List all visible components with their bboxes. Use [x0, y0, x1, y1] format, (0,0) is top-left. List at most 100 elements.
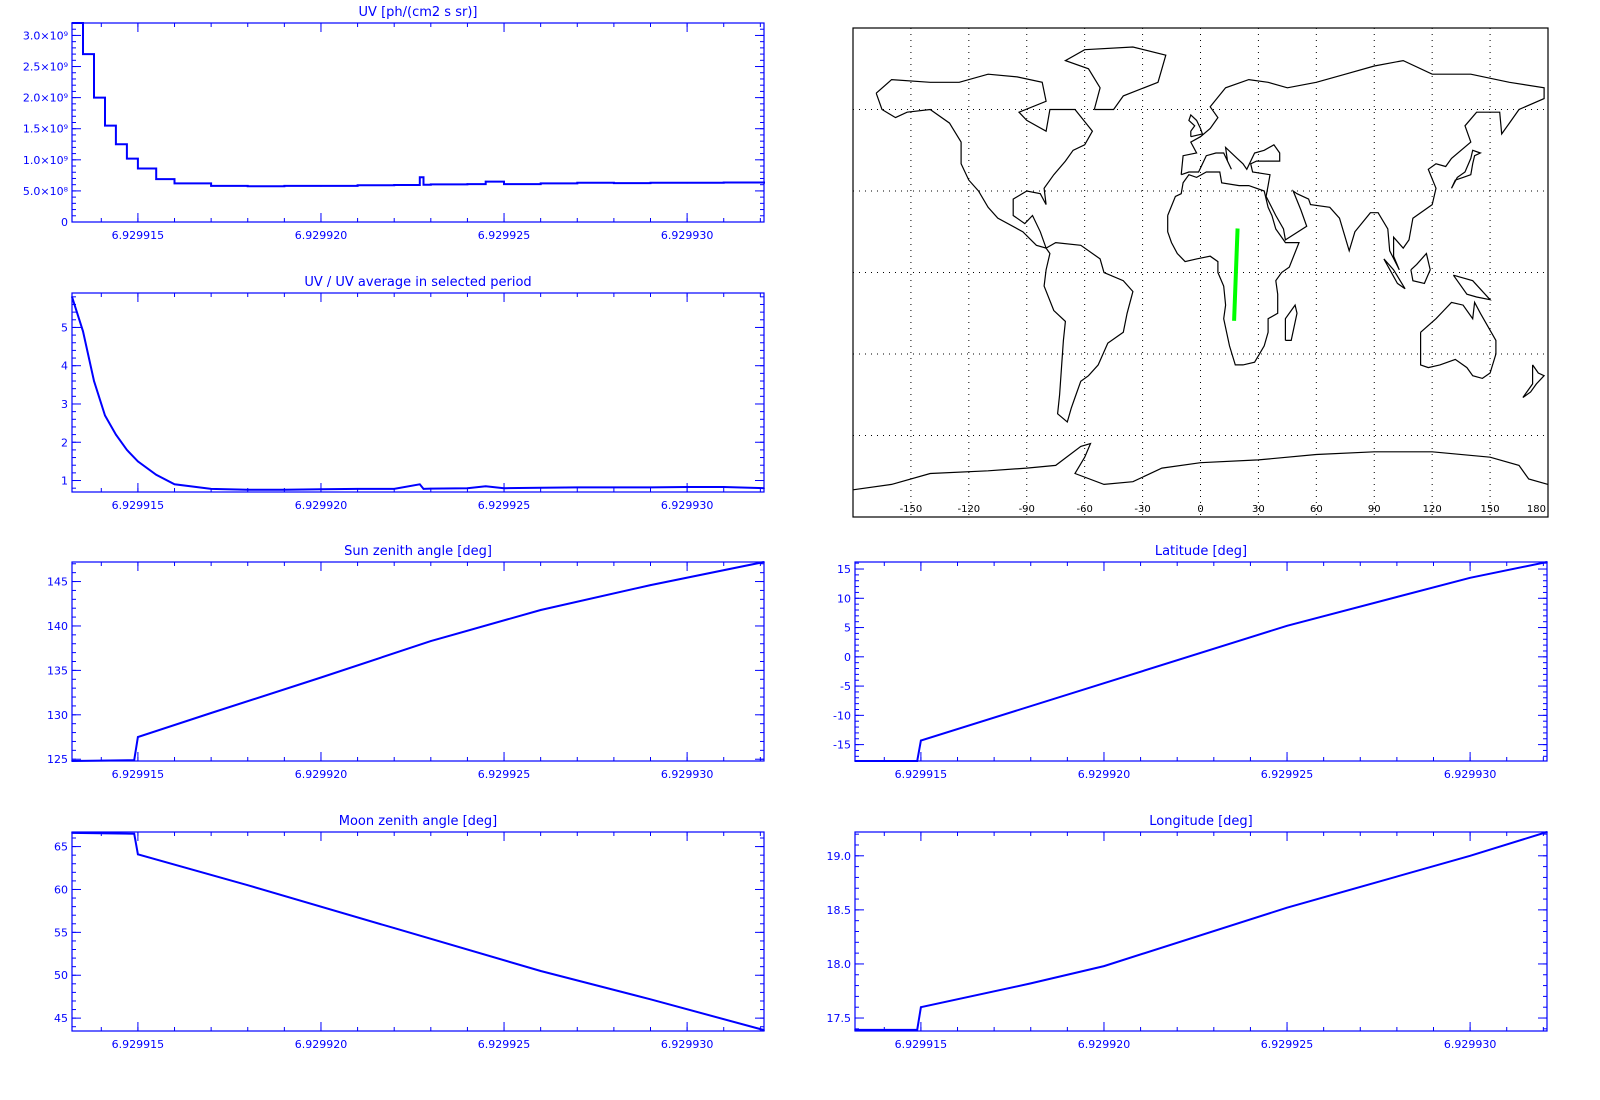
- data-point: [613, 182, 615, 184]
- data-point: [393, 184, 396, 186]
- coastline-borneo: [1410, 252, 1431, 285]
- x-tick-label: 6.929925: [478, 499, 531, 512]
- data-point: [484, 485, 487, 488]
- data-point: [722, 181, 725, 184]
- data-point: [1546, 561, 1548, 563]
- data-point: [1103, 682, 1105, 684]
- x-tick-label: 6.929925: [478, 768, 531, 781]
- data-point: [422, 488, 425, 490]
- data-point: [82, 53, 84, 55]
- y-tick-label: 3.0×10⁹: [23, 29, 68, 42]
- data-point: [1546, 831, 1548, 833]
- data-point: [419, 176, 421, 178]
- coastline-south-america: [1043, 241, 1134, 423]
- coastline-indonesia: [1383, 258, 1406, 290]
- data-point: [173, 182, 176, 185]
- map-lon-label: -90: [1019, 504, 1035, 515]
- uv-chart: UV [ph/(cm2 s sr)] 6.929915 6.929920 6.9299…: [23, 5, 765, 242]
- data-point: [393, 927, 396, 929]
- plot-frame: [71, 292, 765, 493]
- map-lon-label: 150: [1481, 504, 1500, 515]
- data-point: [115, 433, 117, 436]
- data-point: [173, 483, 176, 486]
- y-tick-label: 0: [61, 216, 68, 229]
- coastline-australia: [1419, 300, 1497, 380]
- data-point: [137, 853, 139, 856]
- sun-zenith-chart: Sun zenith angle [deg] 6.929915 6.929920 6.…: [47, 544, 765, 781]
- series-line: [71, 831, 765, 1032]
- plot-frame: [854, 561, 1548, 762]
- x-tick-label: 6.929920: [295, 768, 348, 781]
- data-point: [613, 486, 615, 489]
- y-tick-label: 2.5×10⁹: [23, 61, 68, 74]
- y-tick-label: 50: [54, 969, 68, 982]
- moon-zenith-chart: Moon zenith angle [deg] 6.929915 6.929920 6…: [54, 814, 765, 1051]
- data-point: [854, 1029, 856, 1031]
- data-point: [93, 96, 95, 99]
- data-point: [320, 676, 322, 679]
- data-point: [246, 185, 249, 187]
- y-tick-label: -10: [833, 709, 851, 722]
- data-point: [393, 488, 396, 490]
- x-tick-label: 6.929930: [1444, 768, 1497, 781]
- data-point: [466, 183, 469, 185]
- data-point: [1286, 625, 1288, 627]
- data-point: [104, 124, 106, 127]
- data-point: [916, 1029, 918, 1031]
- data-point: [115, 143, 117, 146]
- map-lon-label: 90: [1368, 504, 1381, 515]
- y-tick-label: 5: [844, 622, 851, 635]
- data-point: [137, 736, 139, 738]
- y-tick-label: 2: [61, 436, 68, 449]
- data-point: [1103, 965, 1105, 967]
- coastline-new-zealand: [1522, 364, 1546, 398]
- data-point: [419, 483, 421, 486]
- y-tick-label: 4: [61, 360, 68, 373]
- y-tick-label: 10: [837, 592, 851, 605]
- y-tick-label: 3: [61, 398, 68, 411]
- series-line: [71, 561, 765, 762]
- data-point: [104, 414, 106, 417]
- coastline-north-america: [875, 73, 1094, 250]
- data-point: [283, 488, 286, 491]
- data-point: [320, 488, 322, 491]
- y-tick-label: 130: [47, 709, 68, 722]
- data-point: [82, 330, 84, 333]
- map-lon-label: 0: [1197, 504, 1203, 515]
- world-map-panel: -150 -120 -90 -60 -30 0 30 60 90 120 150 180: [852, 27, 1549, 518]
- data-point: [71, 22, 73, 24]
- y-tick-label: 0: [844, 651, 851, 664]
- data-point: [686, 182, 688, 184]
- x-tick-label: 6.929915: [895, 1038, 948, 1051]
- data-point: [466, 487, 469, 490]
- data-point: [649, 486, 652, 489]
- y-tick-label: 2.0×10⁹: [23, 92, 68, 105]
- y-tick-label: 19.0: [827, 850, 852, 863]
- series-line: [71, 296, 765, 491]
- data-point: [503, 183, 505, 185]
- y-tick-label: 1.5×10⁹: [23, 123, 68, 136]
- map-lon-label: 180: [1527, 504, 1546, 515]
- data-point: [686, 486, 688, 488]
- y-tick-label: 125: [47, 753, 68, 766]
- series-line: [72, 22, 765, 188]
- plot-frame: [71, 22, 765, 223]
- data-point: [210, 488, 212, 490]
- data-point: [1469, 577, 1471, 579]
- data-point: [320, 185, 322, 187]
- x-tick-label: 6.929930: [1444, 1038, 1497, 1051]
- y-tick-label: 5: [61, 321, 68, 334]
- series-line: [855, 561, 1548, 762]
- x-tick-label: 6.929925: [478, 229, 531, 242]
- data-point: [722, 486, 725, 488]
- data-point: [763, 182, 765, 185]
- data-point: [920, 739, 922, 742]
- y-tick-label: 65: [54, 841, 68, 854]
- x-tick-label: 6.929920: [295, 499, 348, 512]
- x-tick-label: 6.929920: [295, 229, 348, 242]
- uv-ratio-chart: UV / UV average in selected period 6.9299…: [61, 275, 765, 512]
- data-point: [1469, 855, 1471, 857]
- data-point: [763, 561, 765, 563]
- data-point: [916, 760, 918, 762]
- data-point: [430, 183, 432, 186]
